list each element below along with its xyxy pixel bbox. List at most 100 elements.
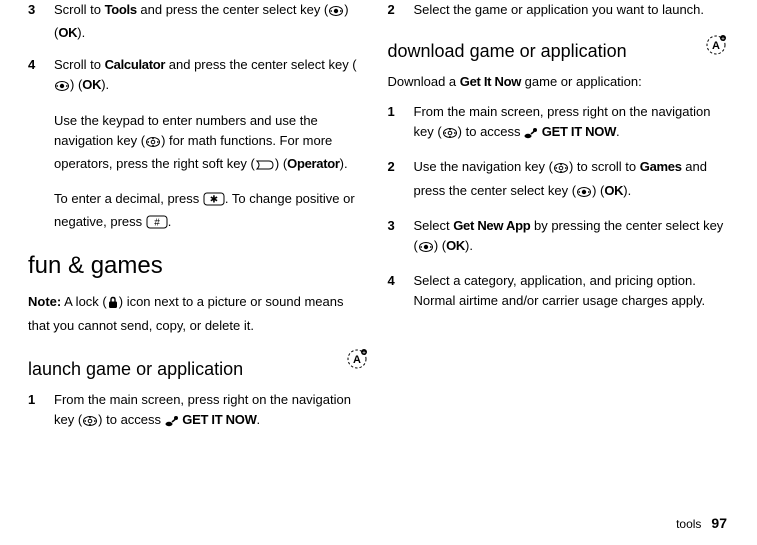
text: To enter a decimal, press: [54, 191, 203, 206]
text: .: [168, 214, 172, 229]
step-body: Select the game or application you want …: [414, 0, 728, 20]
text: game or application:: [521, 74, 642, 89]
step-number: 1: [28, 390, 54, 433]
step-3: 3 Scroll to Tools and press the center s…: [28, 0, 368, 43]
text: ) (: [275, 156, 287, 171]
text: ).: [465, 238, 473, 253]
download-heading-row: download game or application A+: [388, 32, 728, 72]
download-step-1: 1 From the main screen, press right on t…: [388, 102, 728, 145]
text: Scroll to: [54, 2, 105, 17]
text: Select: [414, 218, 454, 233]
center-select-icon: [576, 184, 592, 204]
download-step-4: 4 Select a category, application, and pr…: [388, 271, 728, 311]
note-label: Note:: [28, 294, 61, 309]
operator-label: Operator: [287, 156, 340, 171]
text: ).: [77, 25, 85, 40]
ok-label: OK: [58, 25, 77, 40]
text: ) to access: [98, 412, 164, 427]
step-body: From the main screen, press right on the…: [54, 390, 368, 433]
text: ).: [101, 77, 109, 92]
get-it-now-label: GET IT NOW: [542, 124, 616, 139]
right-softkey-icon: [255, 157, 275, 177]
star-key-icon: ✱: [203, 192, 225, 212]
feature-icon: A+: [346, 348, 368, 376]
ok-label: OK: [82, 77, 101, 92]
step-number: 3: [388, 216, 414, 259]
step-number: 2: [388, 157, 414, 203]
center-select-icon: [328, 3, 344, 23]
step-number: 4: [28, 55, 54, 98]
launch-step-2: 2 Select the game or application you wan…: [388, 0, 728, 20]
nav-key-icon: [82, 413, 98, 433]
svg-text:#: #: [154, 218, 160, 229]
text: Select the game or application you want …: [414, 2, 705, 17]
games-label: Games: [640, 159, 682, 174]
step-body: From the main screen, press right on the…: [414, 102, 728, 145]
launch-heading-row: launch game or application A+: [28, 346, 368, 390]
step-body: Select a category, application, and pric…: [414, 271, 728, 311]
feature-icon: A+: [705, 34, 727, 62]
page: 3 Scroll to Tools and press the center s…: [0, 0, 757, 545]
hash-key-icon: #: [146, 215, 168, 235]
footer-section: tools: [676, 517, 701, 531]
svg-text:A: A: [353, 354, 361, 366]
right-column: 2 Select the game or application you wan…: [378, 0, 738, 545]
get-it-now-label: GET IT NOW: [182, 412, 256, 427]
svg-text:✱: ✱: [210, 194, 218, 205]
download-step-2: 2 Use the navigation key ( ) to scroll to…: [388, 157, 728, 203]
nav-key-icon: [553, 160, 569, 180]
text: ).: [340, 156, 348, 171]
step-body: Scroll to Tools and press the center sel…: [54, 0, 368, 43]
note-paragraph: Note: A lock () icon next to a picture o…: [28, 292, 368, 335]
heading-launch: launch game or application: [28, 356, 340, 384]
get-it-now-icon: [524, 125, 538, 145]
ok-label: OK: [604, 183, 623, 198]
center-select-icon: [54, 78, 70, 98]
svg-text:+: +: [362, 350, 366, 356]
text: Select a category, application, and pric…: [414, 273, 706, 308]
step-number: 2: [388, 0, 414, 20]
text: .: [616, 124, 620, 139]
get-it-now-label: Get It Now: [460, 74, 521, 89]
text: ) (: [70, 77, 82, 92]
footer-page: 97: [711, 515, 727, 531]
text: Use the navigation key (: [414, 159, 553, 174]
page-footer: tools 97: [676, 513, 727, 535]
step-number: 4: [388, 271, 414, 311]
step-number: 1: [388, 102, 414, 145]
step-body: Select Get New App by pressing the cente…: [414, 216, 728, 259]
text: Scroll to: [54, 57, 105, 72]
text: ).: [623, 183, 631, 198]
svg-text:A: A: [712, 40, 720, 52]
text: ) (: [592, 183, 604, 198]
text: ) to scroll to: [569, 159, 640, 174]
center-select-icon: [418, 239, 434, 259]
heading-fun-games: fun & games: [28, 247, 368, 284]
text: .: [257, 412, 261, 427]
text: A lock (: [61, 294, 107, 309]
step-4: 4 Scroll to Calculator and press the cen…: [28, 55, 368, 98]
svg-text:+: +: [721, 37, 725, 43]
download-intro: Download a Get It Now game or applicatio…: [388, 72, 728, 92]
ok-label: OK: [446, 238, 465, 253]
text: ) (: [434, 238, 446, 253]
lock-icon: [107, 295, 119, 315]
calculator-label: Calculator: [105, 57, 166, 72]
nav-key-icon: [442, 125, 458, 145]
launch-step-1: 1 From the main screen, press right on t…: [28, 390, 368, 433]
left-column: 3 Scroll to Tools and press the center s…: [18, 0, 378, 545]
paragraph-keypad: Use the keypad to enter numbers and use …: [54, 111, 368, 177]
nav-key-icon: [145, 134, 161, 154]
step-number: 3: [28, 0, 54, 43]
step-body: Scroll to Calculator and press the cente…: [54, 55, 368, 98]
download-step-3: 3 Select Get New App by pressing the cen…: [388, 216, 728, 259]
heading-download: download game or application: [388, 38, 700, 66]
get-it-now-icon: [165, 413, 179, 433]
text: ) to access: [458, 124, 524, 139]
text: Download a: [388, 74, 460, 89]
tools-label: Tools: [105, 2, 137, 17]
step-body: Use the navigation key ( ) to scroll to G…: [414, 157, 728, 203]
paragraph-decimal: To enter a decimal, press ✱. To change p…: [54, 189, 368, 235]
get-new-app-label: Get New App: [453, 218, 530, 233]
text: and press the center select key (: [137, 2, 328, 17]
